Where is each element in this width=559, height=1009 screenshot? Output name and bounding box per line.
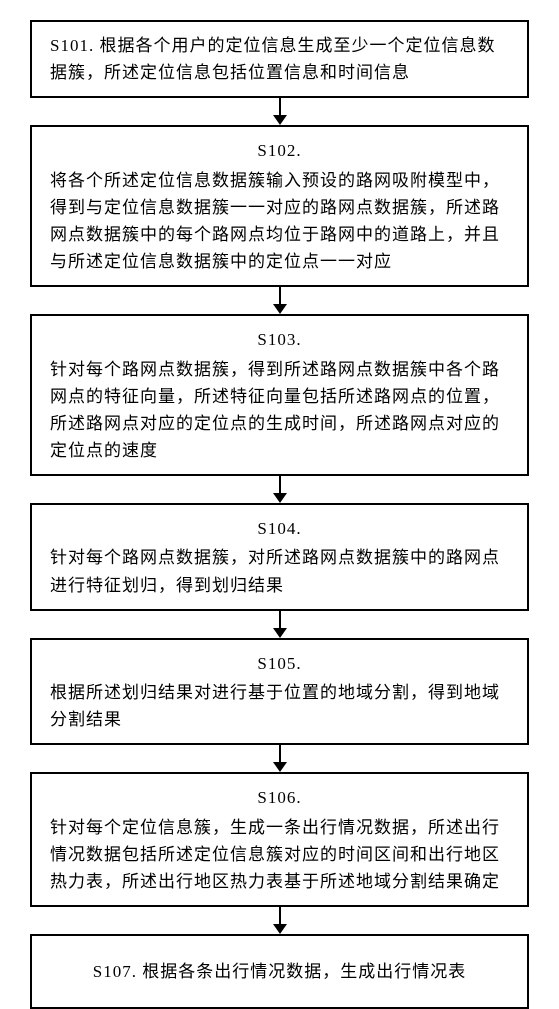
step-s103: S103. 针对每个路网点数据簇，得到所述路网点数据簇中各个路网点的特征向量，所… [30, 314, 529, 476]
step-s101: S101. 根据各个用户的定位信息生成至少一个定位信息数据簇，所述定位信息包括位… [30, 20, 529, 98]
step-label: S105. [50, 650, 509, 677]
arrow-icon [273, 476, 287, 503]
arrow-icon [273, 287, 287, 314]
step-text: 针对每个路网点数据簇，得到所述路网点数据簇中各个路网点的特征向量，所述特征向量包… [50, 360, 500, 461]
step-label: S106. [50, 784, 509, 811]
arrow-icon [273, 98, 287, 125]
step-s106: S106. 针对每个定位信息簇，生成一条出行情况数据，所述出行情况数据包括所述定… [30, 772, 529, 907]
step-text: 针对每个定位信息簇，生成一条出行情况数据，所述出行情况数据包括所述定位信息簇对应… [50, 818, 500, 891]
step-s104: S104. 针对每个路网点数据簇，对所述路网点数据簇中的路网点进行特征划归，得到… [30, 503, 529, 611]
arrow-icon [273, 611, 287, 638]
step-s107: S107. 根据各条出行情况数据，生成出行情况表 [30, 934, 529, 1009]
step-s102: S102. 将各个所述定位信息数据簇输入预设的路网吸附模型中，得到与定位信息数据… [30, 125, 529, 287]
flowchart-container: S101. 根据各个用户的定位信息生成至少一个定位信息数据簇，所述定位信息包括位… [30, 20, 529, 1009]
step-label: S103. [50, 326, 509, 353]
step-label: S102. [50, 137, 509, 164]
step-s105: S105. 根据所述划归结果对进行基于位置的地域分割，得到地域分割结果 [30, 638, 529, 746]
step-text: S101. 根据各个用户的定位信息生成至少一个定位信息数据簇，所述定位信息包括位… [50, 36, 495, 82]
step-text: 针对每个路网点数据簇，对所述路网点数据簇中的路网点进行特征划归，得到划归结果 [50, 548, 500, 594]
step-text: 将各个所述定位信息数据簇输入预设的路网吸附模型中，得到与定位信息数据簇一一对应的… [50, 171, 500, 272]
arrow-icon [273, 745, 287, 772]
arrow-icon [273, 907, 287, 934]
step-text: S107. 根据各条出行情况数据，生成出行情况表 [50, 958, 509, 985]
step-text: 根据所述划归结果对进行基于位置的地域分割，得到地域分割结果 [50, 683, 500, 729]
step-label: S104. [50, 515, 509, 542]
